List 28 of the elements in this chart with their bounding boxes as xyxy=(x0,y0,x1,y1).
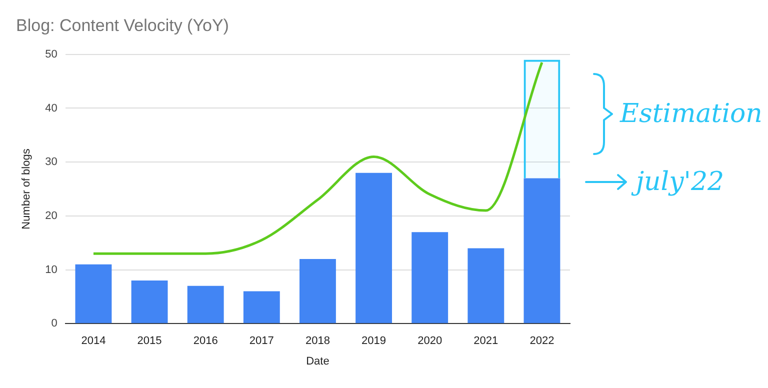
bar xyxy=(75,264,112,324)
x-tick-label: 2019 xyxy=(362,335,386,348)
x-tick-label: 2018 xyxy=(305,335,330,348)
text: Estimation xyxy=(620,99,762,129)
x-tick-label: 2015 xyxy=(137,335,162,348)
y-axis-title: Number of blogs xyxy=(20,148,33,230)
y-tick-label: 40 xyxy=(45,102,58,114)
bar xyxy=(468,248,504,324)
x-tick-label: 2020 xyxy=(418,335,442,348)
bar xyxy=(243,291,280,324)
x-tick-label: 2022 xyxy=(530,335,554,348)
y-tick-label: 0 xyxy=(51,318,58,330)
x-tick-label: 2014 xyxy=(81,335,106,348)
y-tick-label: 30 xyxy=(45,156,58,168)
x-tick-label: 2021 xyxy=(474,335,498,348)
bar xyxy=(187,286,224,324)
y-tick-label: 10 xyxy=(45,264,58,276)
line-series xyxy=(92,61,544,255)
x-tick-label: 2017 xyxy=(249,335,274,348)
bar xyxy=(300,258,336,324)
bar xyxy=(356,172,392,324)
bar xyxy=(131,280,168,324)
y-tick-label: 20 xyxy=(45,210,58,222)
x-tick-label: 2016 xyxy=(193,335,218,348)
y-tick-label: 50 xyxy=(45,48,58,60)
chart-title: Blog: Content Velocity (YoY) xyxy=(16,16,229,35)
bar xyxy=(412,232,448,324)
x-axis-title: Date xyxy=(306,355,330,368)
